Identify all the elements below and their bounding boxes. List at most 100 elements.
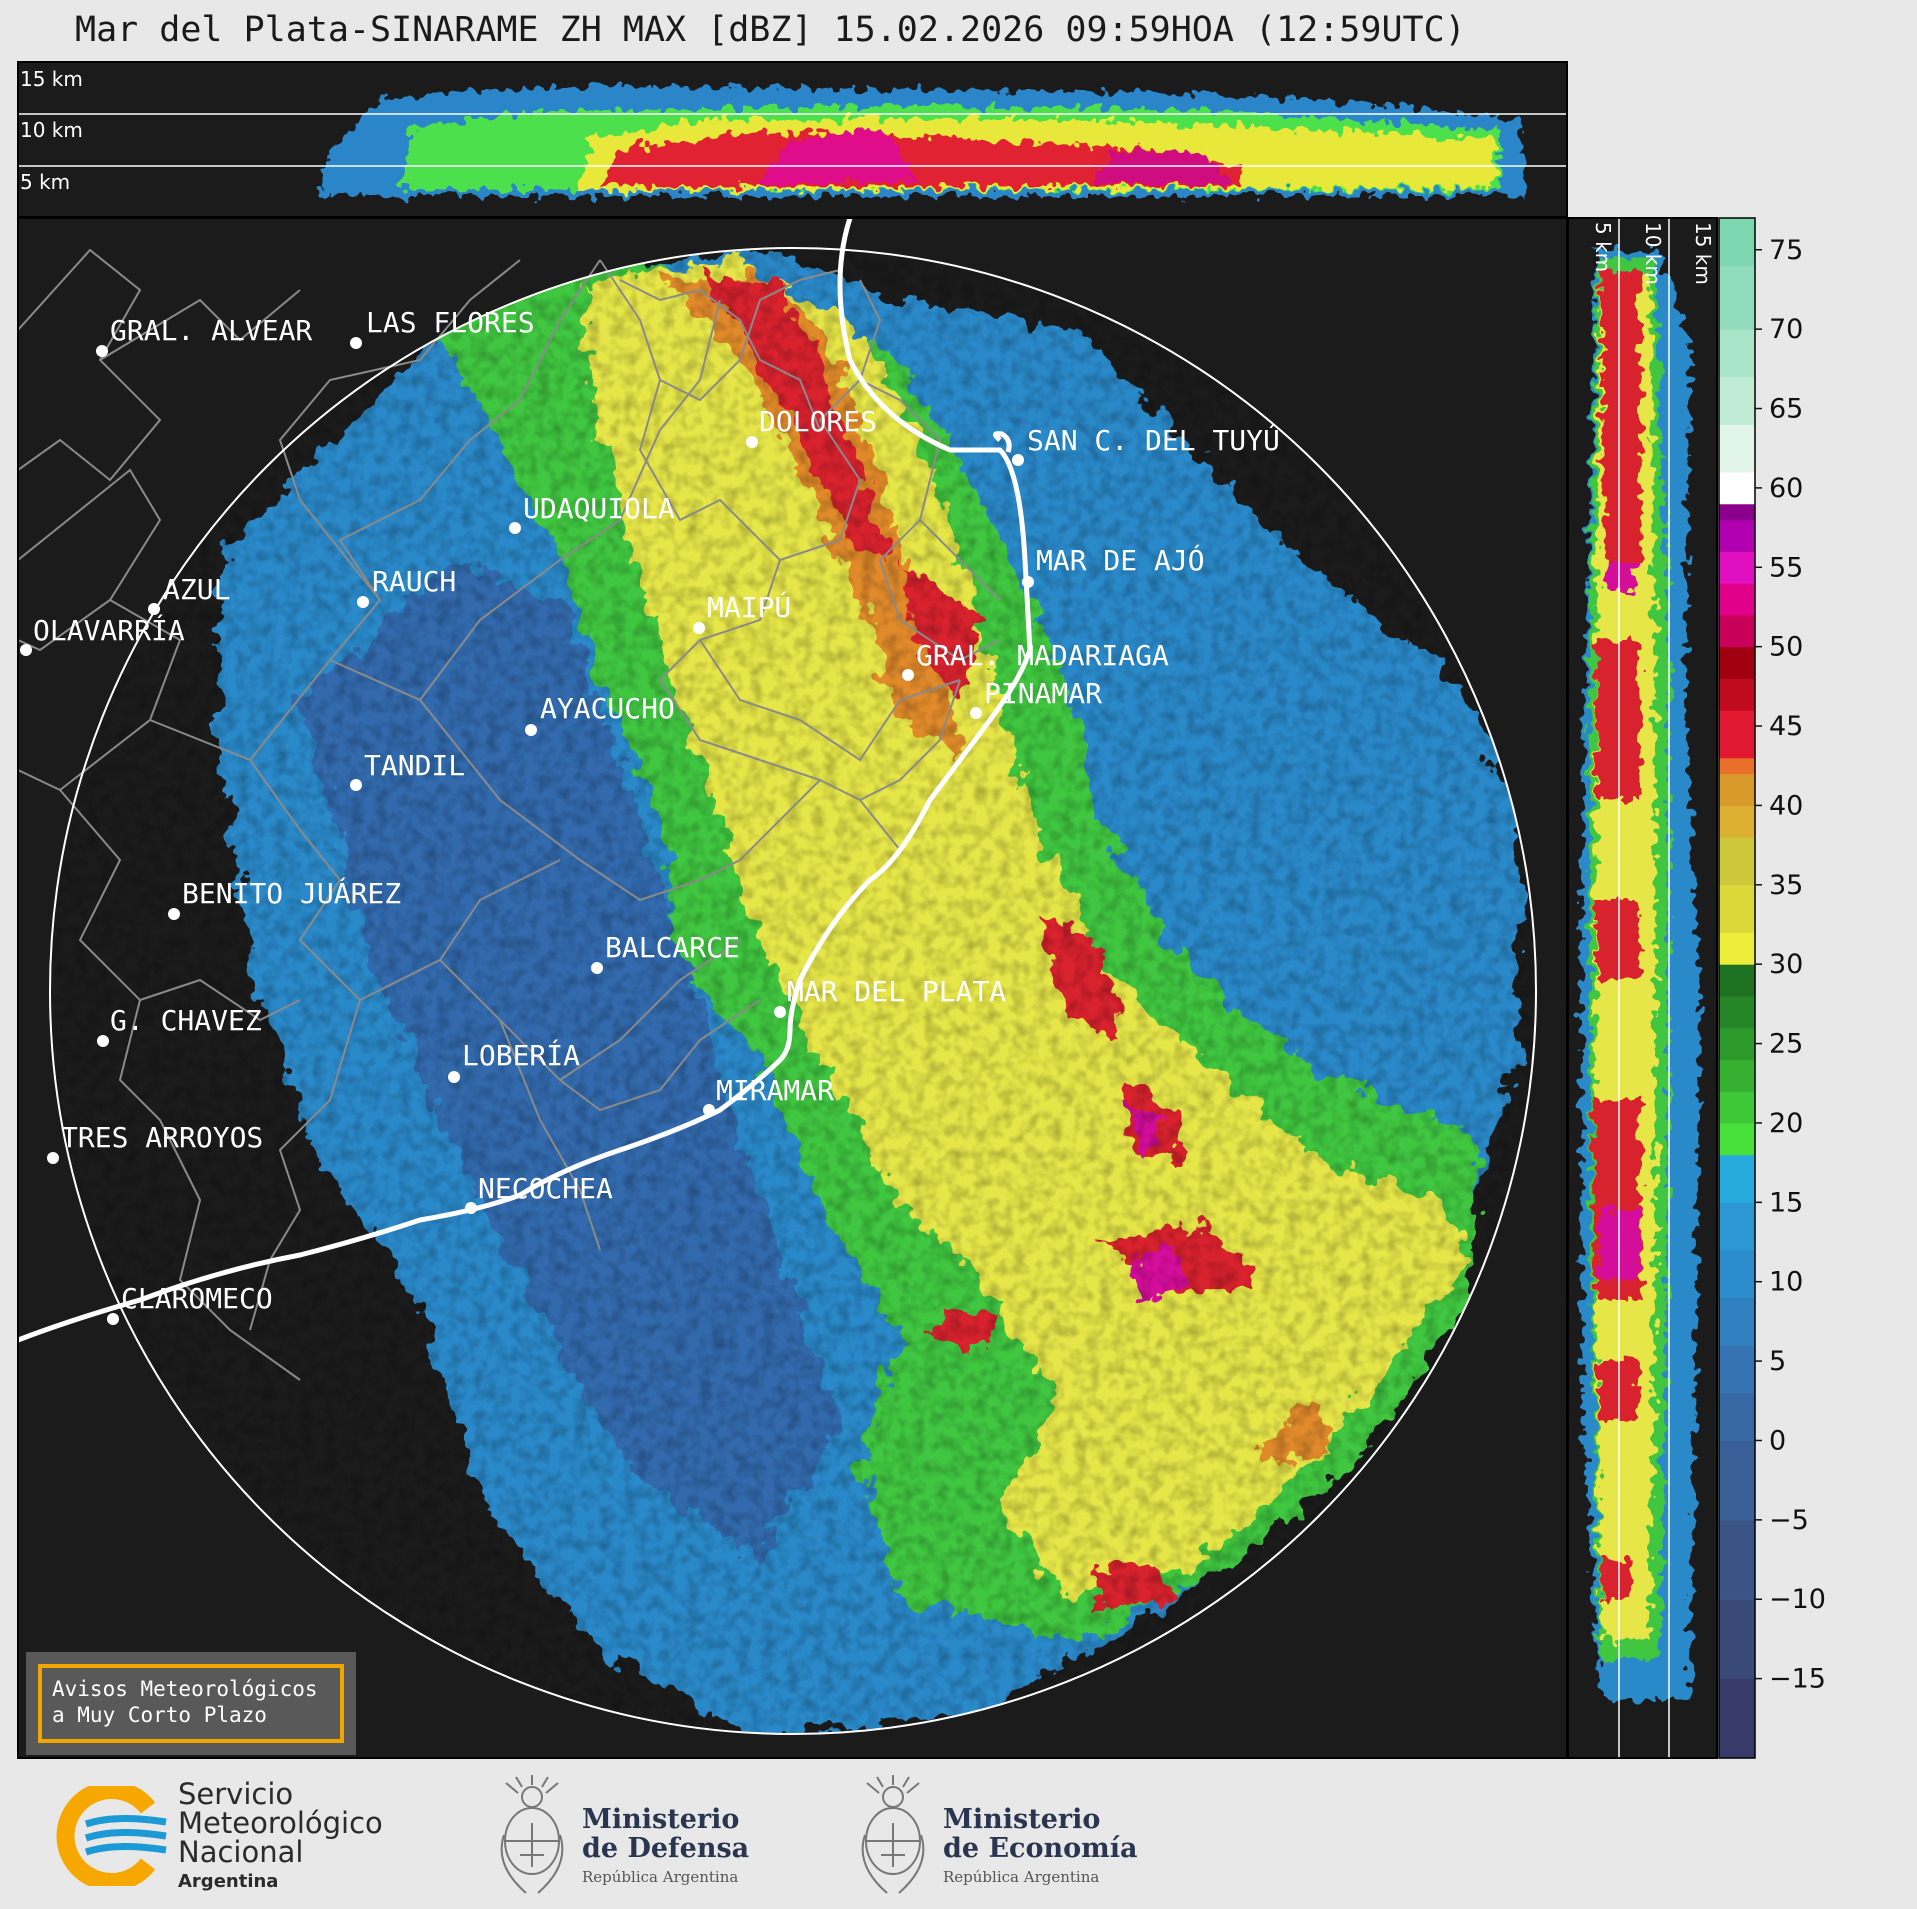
city-label: AZUL: [163, 573, 230, 606]
city-dot-rauch: [357, 596, 369, 608]
defensa-line-2: de Defensa: [582, 1833, 750, 1864]
city-markers: [20, 337, 1034, 1325]
radar-range-ring: [49, 247, 1537, 1735]
colorbar-band: [1719, 376, 1755, 425]
colorbar-band: [1719, 503, 1755, 521]
cape-san-antonio: [993, 431, 1012, 453]
colorbar-tick-label: 0: [1769, 1425, 1786, 1456]
colorbar-band: [1719, 1027, 1755, 1060]
colorbar-band: [1719, 773, 1755, 806]
colorbar-band: [1719, 551, 1755, 584]
top-height-label-10: 10 km: [20, 118, 83, 142]
colorbar-tick-label: 5: [1769, 1346, 1786, 1377]
city-label: GRAL. ALVEAR: [110, 314, 312, 347]
colorbar-tick-label: 75: [1769, 235, 1803, 266]
colorbar-band: [1719, 1059, 1755, 1092]
city-label: RAUCH: [372, 565, 456, 598]
colorbar-tick-label: 35: [1769, 870, 1803, 901]
colorbar-band: [1719, 1599, 1755, 1680]
colorbar-tick-label: −15: [1769, 1664, 1826, 1695]
notice-box[interactable]: Avisos Meteorológicos a Muy Corto Plazo: [26, 1652, 356, 1755]
colorbar-band: [1719, 424, 1755, 473]
colorbar-band: [1719, 932, 1755, 965]
colorbar-band: [1719, 519, 1755, 552]
colorbar-band: [1719, 678, 1755, 711]
colorbar-band: [1719, 805, 1755, 838]
colorbar-tick-label: 30: [1769, 949, 1803, 980]
economia-line-3: República Argentina: [943, 1868, 1100, 1886]
colorbar-band: [1719, 265, 1755, 330]
colorbar-band: [1719, 1122, 1755, 1156]
colorbar-band: [1719, 1091, 1755, 1124]
side-height-label-5: 5 km: [1591, 222, 1615, 272]
city-dot-gral-alvear: [96, 345, 108, 357]
colorbar: [1718, 217, 1756, 1759]
economia-coat-of-arms-icon: [861, 1775, 925, 1894]
colorbar-band: [1719, 329, 1755, 378]
colorbar-band: [1719, 1678, 1755, 1759]
side-echo-profile: [1580, 250, 1700, 1700]
defensa-line-3: República Argentina: [582, 1868, 739, 1886]
city-label: OLAVARRÍA: [33, 613, 185, 647]
colorbar-tick-label: 15: [1769, 1187, 1803, 1218]
colorbar-band: [1719, 472, 1755, 505]
colorbar-band: [1719, 884, 1755, 933]
defensa-line-1: Ministerio: [582, 1804, 740, 1835]
colorbar-tick-label: 40: [1769, 790, 1803, 821]
colorbar-band: [1719, 614, 1755, 648]
city-dot-g-chavez: [97, 1035, 109, 1047]
district-boundaries: [18, 248, 1001, 1381]
city-dot-tres-arroyos: [47, 1152, 59, 1164]
city-dot-mar-del-plata: [774, 1006, 786, 1018]
top-echo-profile: [320, 86, 1528, 196]
city-dot-miramar: [703, 1104, 715, 1116]
colorbar-tick-label: 10: [1769, 1267, 1803, 1298]
colorbar-band: [1719, 1519, 1755, 1600]
smn-line-2: Meteorológico: [178, 1806, 383, 1840]
colorbar-tick-label: 20: [1769, 1108, 1803, 1139]
city-label: CLAROMECO: [121, 1282, 273, 1315]
colorbar-band: [1719, 583, 1755, 616]
smn-logo-text: Servicio Meteorológico Nacional Argentin…: [178, 1780, 383, 1896]
top-height-label-5: 5 km: [20, 170, 70, 194]
city-label: LOBERÍA: [462, 1038, 580, 1072]
smn-logo-icon: [56, 1786, 167, 1886]
colorbar-tick-label: −5: [1769, 1505, 1809, 1536]
side-height-label-15: 15 km: [1691, 222, 1715, 285]
colorbar-band: [1719, 1440, 1755, 1521]
colorbar-band: [1719, 964, 1755, 997]
colorbar-band: [1719, 1345, 1755, 1394]
city-label: NECOCHEA: [478, 1172, 613, 1205]
defensa-logo-text: Ministerio de Defensa República Argentin…: [582, 1805, 749, 1892]
city-label: BENITO JUÁREZ: [182, 876, 401, 910]
city-dot-loberia: [448, 1071, 460, 1083]
colorbar-band: [1719, 218, 1755, 267]
city-dot-maipu: [693, 622, 705, 634]
city-dot-dolores: [746, 436, 758, 448]
defensa-coat-of-arms-icon: [500, 1775, 564, 1894]
city-label: BALCARCE: [605, 931, 740, 964]
colorbar-tick-label: 65: [1769, 394, 1803, 425]
city-dot-mar-de-ajo: [1022, 576, 1034, 588]
city-dot-benito-juarez: [168, 908, 180, 920]
top-height-label-15: 15 km: [20, 67, 83, 91]
city-dot-udaquiola: [509, 522, 521, 534]
colorbar-tick-label: 60: [1769, 473, 1803, 504]
side-height-label-10: 10 km: [1641, 222, 1665, 285]
colorbar-tick-label: 55: [1769, 552, 1803, 583]
economia-line-1: Ministerio: [943, 1804, 1101, 1835]
city-label: MIRAMAR: [716, 1074, 834, 1107]
city-label: TRES ARROYOS: [61, 1121, 263, 1154]
notice-line-1: Avisos Meteorológicos: [52, 1677, 318, 1701]
city-label: G. CHAVEZ: [110, 1004, 262, 1037]
colorbar-band: [1719, 710, 1755, 759]
colorbar-band: [1719, 837, 1755, 886]
colorbar-band: [1719, 1392, 1755, 1441]
colorbar-tick-label: 45: [1769, 711, 1803, 742]
colorbar-band: [1719, 1249, 1755, 1299]
colorbar-band: [1719, 1154, 1755, 1203]
city-label: UDAQUIOLA: [523, 492, 675, 525]
colorbar-tick-label: 25: [1769, 1029, 1803, 1060]
